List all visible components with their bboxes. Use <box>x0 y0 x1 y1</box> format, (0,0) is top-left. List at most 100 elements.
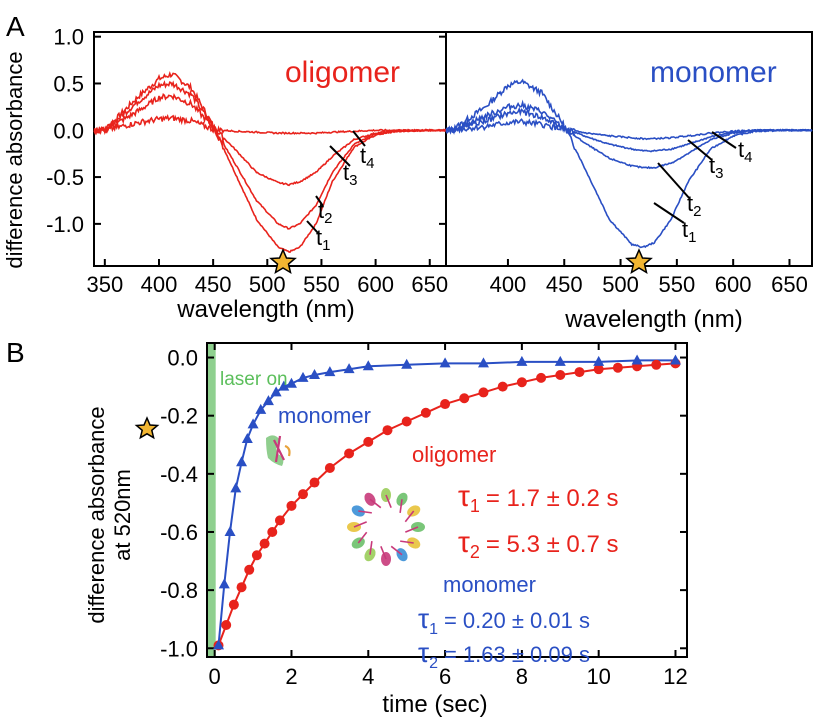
y-tick-label: 0.0 <box>53 118 84 143</box>
monomer-point <box>285 377 297 388</box>
x-tick-label: 2 <box>285 664 297 689</box>
panel-a-left-series <box>93 71 447 253</box>
panel-a-right-time-labels: t4 t3 t2 t1 <box>653 131 752 246</box>
t2-label: t2 <box>687 191 701 220</box>
monomer-point <box>439 357 451 368</box>
oligomer-tau1: τ1 = 1.7 ± 0.2 s <box>458 480 618 516</box>
spectrum-t1 <box>93 71 447 253</box>
spectrum-t4 <box>445 118 813 141</box>
spectrum-t3 <box>93 92 447 187</box>
y-tick-label: -0.6 <box>160 520 198 545</box>
x-tick-label: 550 <box>659 272 696 297</box>
ring-helix <box>404 510 415 523</box>
oligomer-point <box>612 362 623 373</box>
panel-a-left-xlabel: wavelength (nm) <box>176 296 354 323</box>
ring-helix <box>353 521 367 528</box>
panel-b-xticks: 0 2 4 6 8 10 12 <box>209 343 688 689</box>
panel-b-ylabel-line1: difference absorbance <box>84 406 109 623</box>
y-tick-label: -1.0 <box>160 636 198 661</box>
monomer-point <box>262 395 274 406</box>
panel-a-ylabel: difference absorbance <box>2 51 27 268</box>
oligomer-point <box>459 393 470 404</box>
x-tick-label: 450 <box>546 272 583 297</box>
x-tick-label: 600 <box>357 272 394 297</box>
x-tick-label: 500 <box>249 272 286 297</box>
panel-b-xlabel: time (sec) <box>382 691 487 718</box>
star-icon <box>269 248 297 275</box>
x-tick-label: 10 <box>586 664 610 689</box>
y-tick-label: 0.5 <box>53 71 84 96</box>
x-tick-label: 12 <box>663 664 687 689</box>
monomer-point <box>362 360 374 371</box>
spectrum-t4 <box>93 114 447 135</box>
monomer-point <box>324 366 336 377</box>
panel-a-right-series <box>445 78 813 249</box>
monomer-point <box>477 357 489 368</box>
leader-line <box>653 202 685 224</box>
monomer-point <box>278 380 290 391</box>
oligomer-curve-label: oligomer <box>412 442 496 467</box>
monomer-point <box>236 456 248 467</box>
x-tick-label: 4 <box>362 664 374 689</box>
oligomer-point <box>440 399 451 410</box>
monomer-point <box>255 403 267 414</box>
monomer-point <box>554 355 566 366</box>
t2-label: t2 <box>318 198 332 227</box>
leader-line <box>306 220 319 234</box>
oligomer-point <box>516 377 527 388</box>
ring-helix <box>358 510 372 514</box>
oligomer-point <box>363 436 374 447</box>
oligomer-point <box>251 550 262 561</box>
leader-line <box>352 130 366 147</box>
ring-helix <box>405 526 419 533</box>
oligomer-point <box>221 620 232 631</box>
t4-label: t4 <box>360 143 374 172</box>
monomer-tau1: τ1 = 0.20 ± 0.01 s <box>418 603 590 638</box>
panel-a-left-time-labels: t4 t3 t2 t1 <box>306 130 374 254</box>
panel-a-right-xlabel: wavelength (nm) <box>564 306 742 333</box>
t3-label: t3 <box>343 160 357 189</box>
panel-a-right-xticks: 400 450 500 550 600 650 <box>490 259 808 297</box>
y-tick-label: -0.2 <box>160 404 198 429</box>
leader-line <box>687 139 713 161</box>
oligomer-point <box>401 416 412 427</box>
y-tick-label: -0.4 <box>160 462 198 487</box>
oligomer-tau2: τ2 = 5.3 ± 0.7 s <box>458 526 618 562</box>
monomer-tau2: τ2 = 1.63 ± 0.09 s <box>418 637 590 672</box>
x-tick-label: 650 <box>771 272 808 297</box>
panel-b-series <box>213 354 681 651</box>
x-tick-label: 650 <box>411 272 448 297</box>
ring-helix <box>369 541 373 555</box>
x-tick-label: 400 <box>490 272 527 297</box>
t1-label: t1 <box>316 225 330 254</box>
monomer-point <box>343 363 355 374</box>
oligomer-point <box>382 425 393 436</box>
ring-helix <box>399 499 403 513</box>
monomer-point <box>270 386 282 397</box>
fit-line-monomer <box>214 359 676 650</box>
panel-b-yticks: 0.0 -0.2 -0.4 -0.6 -0.8 -1.0 <box>160 346 687 661</box>
y-tick-label: 1.0 <box>53 25 84 50</box>
ring-helix <box>400 540 414 544</box>
oligomer-point <box>236 582 247 593</box>
monomer-point <box>401 358 413 369</box>
panel-b-label: B <box>6 337 25 368</box>
oligomer-point <box>536 372 547 383</box>
monomer-curve-label: monomer <box>278 403 371 428</box>
oligomer-point <box>478 387 489 398</box>
y-tick-label: -0.5 <box>46 165 84 190</box>
oligomer-point <box>593 364 604 375</box>
y-tick-label: -0.8 <box>160 578 198 603</box>
panel-b-frame <box>206 342 688 658</box>
star-icon <box>625 248 653 275</box>
oligomer-point <box>244 564 255 575</box>
monomer-structure-icon <box>266 435 291 466</box>
ring-helix <box>369 498 382 509</box>
panel-a-left-xticks: 350 400 450 500 550 600 650 <box>86 259 448 297</box>
monomer-point <box>247 418 259 429</box>
leader-line <box>711 131 737 149</box>
oligomer-point <box>651 359 662 370</box>
ring-helix <box>357 531 368 544</box>
panel-a-yticks: 1.0 0.5 0.0 -0.5 -1.0 <box>46 25 446 237</box>
